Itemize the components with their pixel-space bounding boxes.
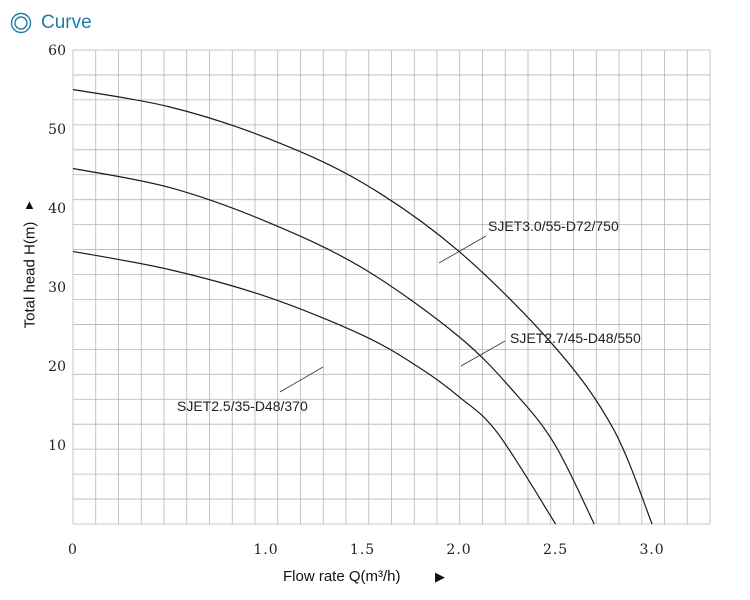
- curve-series-1: [72, 88, 653, 525]
- series-label: SJET2.7/45-D48/550: [510, 330, 641, 346]
- y-tick-label: 10: [48, 438, 66, 454]
- right-arrow-icon: ▶: [435, 569, 445, 584]
- x-tick-label: 0: [68, 542, 78, 558]
- curve-series-3: [72, 250, 557, 525]
- y-tick-label: 40: [48, 201, 66, 217]
- x-tick-label: 1.0: [253, 542, 278, 558]
- double-circle-icon: [10, 12, 32, 34]
- x-tick-label: 2.5: [543, 542, 568, 558]
- section-header: Curve: [10, 8, 92, 38]
- section-title: Curve: [41, 12, 92, 33]
- y-axis-title: Total head H(m): [21, 221, 39, 329]
- y-tick-label: 20: [48, 359, 66, 375]
- x-tick-label: 2.0: [446, 542, 471, 558]
- x-axis-title: Flow rate Q(m³/h): [283, 568, 401, 585]
- label-leader-line: [438, 235, 487, 264]
- series-label: SJET2.5/35-D48/370: [177, 398, 308, 414]
- x-tick-label: 3.0: [639, 542, 664, 558]
- label-leader-line: [460, 340, 506, 367]
- label-leader-line: [279, 366, 324, 393]
- curve-series-2: [72, 167, 595, 525]
- y-tick-label: 30: [48, 280, 66, 296]
- series-label: SJET3.0/55-D72/750: [488, 218, 619, 234]
- y-tick-label: 60: [48, 43, 66, 59]
- up-arrow-icon: ▲: [23, 197, 36, 212]
- x-tick-label: 1.5: [350, 542, 375, 558]
- y-tick-label: 50: [48, 122, 66, 138]
